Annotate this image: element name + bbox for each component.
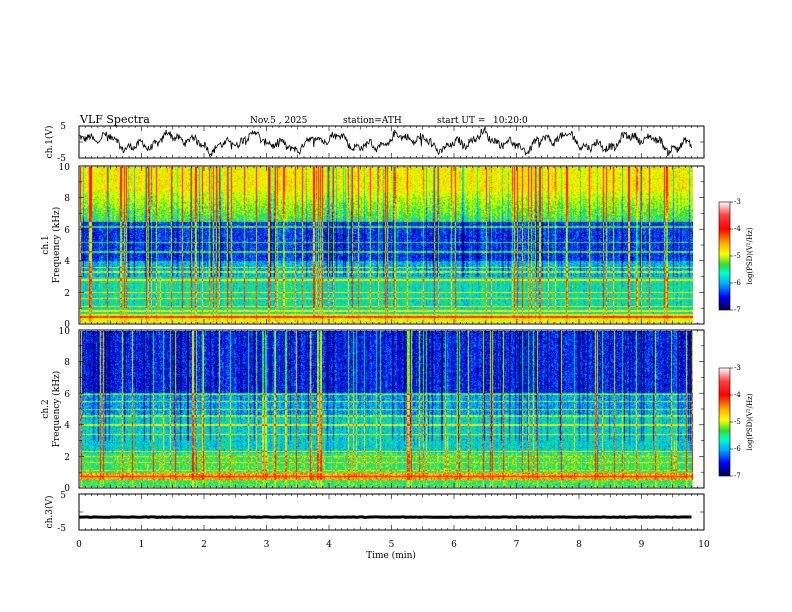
ch1-ytick-bottom: -5: [57, 154, 66, 164]
ch1-colorbar-label: log(PSD)(V²/Hz): [746, 227, 754, 284]
start-label: start UT =: [437, 116, 485, 126]
x-tick-1: 1: [139, 540, 145, 550]
ch2-freq-tick-10: 10: [59, 327, 71, 337]
ch1-freq-tick-10: 10: [59, 163, 71, 173]
ch1-spectrogram-ylabel-freq: Frequency (kHz): [51, 207, 62, 284]
ch2-freq-tick-0: 0: [64, 484, 70, 494]
ch3-ytick-top: 5: [60, 491, 66, 501]
chart-title: VLF Spectra: [79, 113, 150, 126]
ch2-freq-tick-8: 8: [64, 358, 70, 368]
date-label: Nov.5 , 2025: [250, 116, 308, 126]
ch2-colorbar: [718, 367, 731, 477]
x-tick-5: 5: [389, 540, 395, 550]
ch3-waveform-line: [79, 515, 692, 519]
x-tick-9: 9: [639, 540, 645, 550]
ch2-freq-tick-2: 2: [64, 453, 70, 463]
ch1-ytick-top: 5: [60, 122, 66, 132]
station-label: station=ATH: [343, 116, 402, 126]
ch2-colorbar-tick-m5: -5: [734, 418, 741, 426]
ch2-colorbar-tick-m6: -6: [734, 445, 741, 453]
ch2-spectrogram-ticks: [78, 329, 705, 489]
x-tick-0: 0: [76, 540, 82, 550]
ch2-colorbar-tick-m4: -4: [734, 391, 741, 399]
ch1-spectrogram-ticks: [78, 165, 705, 325]
x-tick-10: 10: [698, 540, 710, 550]
ch1-colorbar-tick-m3: -3: [734, 198, 741, 206]
x-tick-6: 6: [451, 540, 457, 550]
ch1-freq-tick-2: 2: [64, 289, 70, 299]
x-axis-label: Time (min): [366, 550, 416, 561]
ch1-spectrogram-panel: 0 2 4 6 8 10 ch.1 Frequency (kHz) -3 -4 …: [41, 163, 754, 330]
ch3-waveform-ticks: [78, 493, 705, 531]
ch1-spectrogram-heatmap: [80, 167, 693, 323]
ch1-colorbar-tick-m4: -4: [734, 225, 741, 233]
ch2-freq-tick-4: 4: [64, 421, 70, 431]
ch1-waveform-ylabel: ch.1(V): [44, 126, 55, 159]
x-tick-4: 4: [326, 540, 332, 550]
ch1-freq-tick-4: 4: [64, 257, 70, 267]
ch1-freq-tick-8: 8: [64, 194, 70, 204]
ch2-freq-tick-6: 6: [64, 390, 70, 400]
ch3-waveform-frame: [78, 493, 705, 531]
x-tick-3: 3: [264, 540, 270, 550]
ch2-spectrogram-panel: 0 2 4 6 8 10 ch.2 Frequency (kHz) -3 -4 …: [41, 327, 754, 494]
ch2-colorbar-tick-m7: -7: [734, 472, 741, 480]
ch3-waveform-panel: 5 -5 ch.3(V): [44, 491, 705, 534]
x-axis: 0 1 2 3 4 5 6 7 8 9 10 Time (min): [76, 540, 710, 561]
ch1-colorbar-tick-m5: -5: [734, 252, 741, 260]
ch1-waveform-line: [79, 126, 692, 158]
ch1-colorbar-tick-m7: -7: [734, 306, 741, 314]
ch2-colorbar-label: log(PSD)(V²/Hz): [746, 393, 754, 450]
ch2-spectrogram-heatmap: [80, 331, 693, 487]
x-tick-7: 7: [514, 540, 520, 550]
ch1-freq-tick-6: 6: [64, 226, 70, 236]
ch3-ytick-bottom: -5: [57, 524, 66, 534]
ch2-colorbar-ticks: [730, 367, 733, 477]
ch1-colorbar: [718, 201, 731, 311]
x-tick-2: 2: [201, 540, 207, 550]
ch1-spectrogram-ylabel-channel: ch.1: [41, 235, 51, 254]
ch3-waveform-ylabel: ch.3(V): [44, 496, 55, 529]
start-time: 10:20:0: [493, 116, 528, 126]
ch2-spectrogram-ylabel-channel: ch.2: [41, 399, 51, 418]
ch1-freq-tick-0: 0: [64, 320, 70, 330]
ch2-spectrogram-ylabel-freq: Frequency (kHz): [51, 371, 62, 448]
ch1-waveform-panel: 5 -5 ch.1(V): [44, 122, 705, 164]
x-tick-8: 8: [576, 540, 582, 550]
ch1-colorbar-tick-m6: -6: [734, 279, 741, 287]
ch2-colorbar-tick-m3: -3: [734, 364, 741, 372]
ch1-waveform-ticks: [78, 125, 705, 159]
ch1-colorbar-ticks: [730, 201, 733, 311]
